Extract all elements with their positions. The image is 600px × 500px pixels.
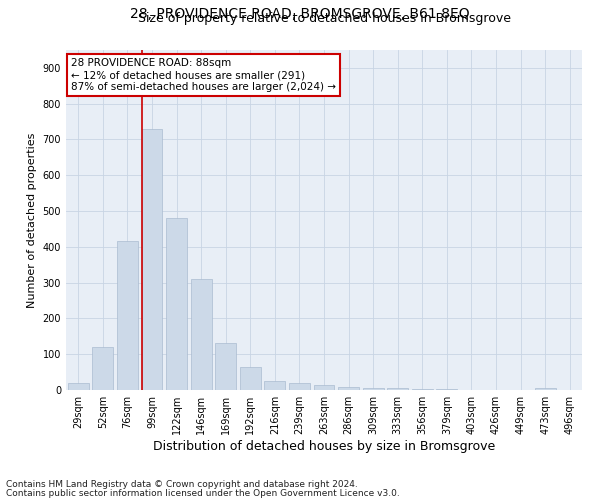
Text: Contains HM Land Registry data © Crown copyright and database right 2024.: Contains HM Land Registry data © Crown c… (6, 480, 358, 489)
Bar (240, 366, 261, 390)
X-axis label: Distribution of detached houses by size in Bromsgrove: Distribution of detached houses by size … (153, 440, 495, 453)
Bar (289, 383, 310, 390)
Bar (166, 218, 187, 390)
Bar (362, 388, 383, 390)
Bar (191, 279, 212, 390)
Text: 28 PROVIDENCE ROAD: 88sqm
← 12% of detached houses are smaller (291)
87% of semi: 28 PROVIDENCE ROAD: 88sqm ← 12% of detac… (71, 58, 336, 92)
Text: 28, PROVIDENCE ROAD, BROMSGROVE, B61 8EQ: 28, PROVIDENCE ROAD, BROMSGROVE, B61 8EQ (130, 8, 470, 22)
Bar (117, 242, 138, 390)
Bar (314, 384, 334, 390)
Bar (265, 381, 286, 390)
Bar (535, 388, 556, 390)
Bar (68, 383, 89, 390)
Title: Size of property relative to detached houses in Bromsgrove: Size of property relative to detached ho… (137, 12, 511, 25)
Bar (387, 388, 408, 390)
Y-axis label: Number of detached properties: Number of detached properties (27, 132, 37, 308)
Bar (142, 128, 163, 390)
Bar (215, 344, 236, 390)
Text: Contains public sector information licensed under the Open Government Licence v3: Contains public sector information licen… (6, 488, 400, 498)
Bar (338, 387, 359, 390)
Bar (92, 347, 113, 390)
